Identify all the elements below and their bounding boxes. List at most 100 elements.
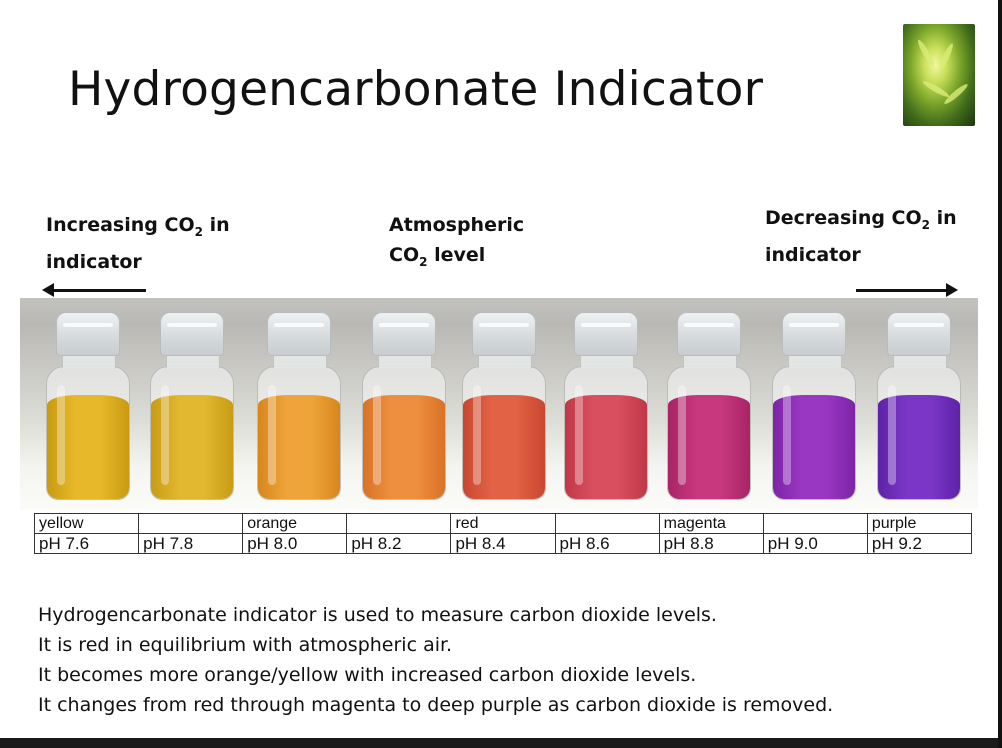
color-cell: red [450, 513, 556, 534]
subscript-2: 2 [419, 254, 428, 269]
vial-liquid [878, 395, 960, 499]
vial-shine [57, 385, 65, 485]
vials-photo [20, 298, 978, 510]
label-text: in [202, 214, 230, 236]
label-text: Decreasing CO [765, 207, 922, 229]
vial-cap [160, 312, 224, 356]
leaf-shape [921, 78, 951, 100]
ph-cell: pH 7.8 [138, 533, 244, 554]
color-cell [762, 513, 868, 534]
vial-neck [893, 354, 947, 368]
vial-neck [788, 354, 842, 368]
vial-neck [580, 354, 634, 368]
vial-neck [273, 354, 327, 368]
vial-glass [462, 366, 546, 500]
vial-shine [473, 385, 481, 485]
ph-cell: pH 8.8 [658, 533, 764, 554]
color-cell [554, 513, 660, 534]
vial-shine [268, 385, 276, 485]
ph-cell: pH 9.0 [762, 533, 868, 554]
vial-glass [362, 366, 446, 500]
vial-glass [877, 366, 961, 500]
arrow-left-icon [42, 283, 146, 297]
description-line: Hydrogencarbonate indicator is used to m… [38, 604, 717, 626]
vial [875, 312, 963, 502]
vial [360, 312, 448, 502]
vial [148, 312, 236, 502]
vial-glass [667, 366, 751, 500]
vial-liquid [773, 395, 855, 499]
subscript-2: 2 [921, 217, 931, 232]
vial-cap [887, 312, 951, 356]
label-increasing-co2: Increasing CO2 in indicator [46, 210, 230, 277]
vial-shine [888, 385, 896, 485]
vial-liquid [668, 395, 750, 499]
vial-liquid [363, 395, 445, 499]
ph-row: pH 7.6 pH 7.8 pH 8.0 pH 8.2 pH 8.4 pH 8.… [33, 533, 973, 554]
vial-shine [161, 385, 169, 485]
color-row: yellow orange red magenta purple [33, 513, 973, 534]
label-text: indicator [46, 250, 142, 273]
pondweed-image [903, 24, 975, 126]
label-text: indicator [765, 243, 861, 266]
vial-shine [575, 385, 583, 485]
vial [665, 312, 753, 502]
slide-title: Hydrogencarbonate Indicator [68, 62, 764, 117]
label-text: in [930, 207, 957, 229]
vial-glass [564, 366, 648, 500]
ph-cell: pH 9.2 [866, 533, 973, 554]
vial-cap [56, 312, 120, 356]
ph-cell: pH 8.4 [450, 533, 556, 554]
vial-cap [372, 312, 436, 356]
window-edge [998, 0, 1002, 748]
vial-cap [472, 312, 536, 356]
vial [460, 312, 548, 502]
label-text: CO [389, 244, 420, 266]
ph-cell: pH 7.6 [33, 533, 140, 554]
vial-cap [574, 312, 638, 356]
color-cell: orange [242, 513, 348, 534]
vial-cap [267, 312, 331, 356]
subscript-2: 2 [194, 224, 203, 239]
color-cell: purple [866, 513, 973, 534]
vial [562, 312, 650, 502]
vial [255, 312, 343, 502]
description-line: It becomes more orange/yellow with incre… [38, 664, 697, 686]
vial-neck [62, 354, 116, 368]
color-cell [346, 513, 452, 534]
vial-liquid [151, 395, 233, 499]
vial-shine [373, 385, 381, 485]
vial [44, 312, 132, 502]
vial [770, 312, 858, 502]
ph-cell: pH 8.6 [554, 533, 660, 554]
color-cell: yellow [33, 513, 140, 534]
vial-liquid [47, 395, 129, 499]
vial-glass [46, 366, 130, 500]
vial-neck [166, 354, 220, 368]
vial-neck [683, 354, 737, 368]
label-text: Increasing CO [46, 214, 195, 236]
label-atmospheric-co2: Atmospheric CO2 level [389, 210, 524, 277]
color-cell: magenta [658, 513, 764, 534]
vial-glass [772, 366, 856, 500]
vial-neck [378, 354, 432, 368]
description-line: It changes from red through magenta to d… [38, 694, 834, 716]
description-line: It is red in equilibrium with atmospheri… [38, 634, 453, 656]
label-text: level [427, 244, 486, 266]
ph-table: yellow orange red magenta purple pH 7.6 … [33, 513, 973, 554]
vial-glass [150, 366, 234, 500]
vial-glass [257, 366, 341, 500]
vial-liquid [565, 395, 647, 499]
color-cell [138, 513, 244, 534]
vial-liquid [463, 395, 545, 499]
label-text: Atmospheric [389, 214, 525, 236]
vial-shine [678, 385, 686, 485]
description: Hydrogencarbonate indicator is used to m… [38, 600, 833, 720]
ph-cell: pH 8.2 [346, 533, 452, 554]
vial-cap [782, 312, 846, 356]
label-decreasing-co2: Decreasing CO2 in indicator [765, 203, 957, 270]
vial-neck [478, 354, 532, 368]
arrow-right-icon [856, 283, 958, 297]
vial-liquid [258, 395, 340, 499]
